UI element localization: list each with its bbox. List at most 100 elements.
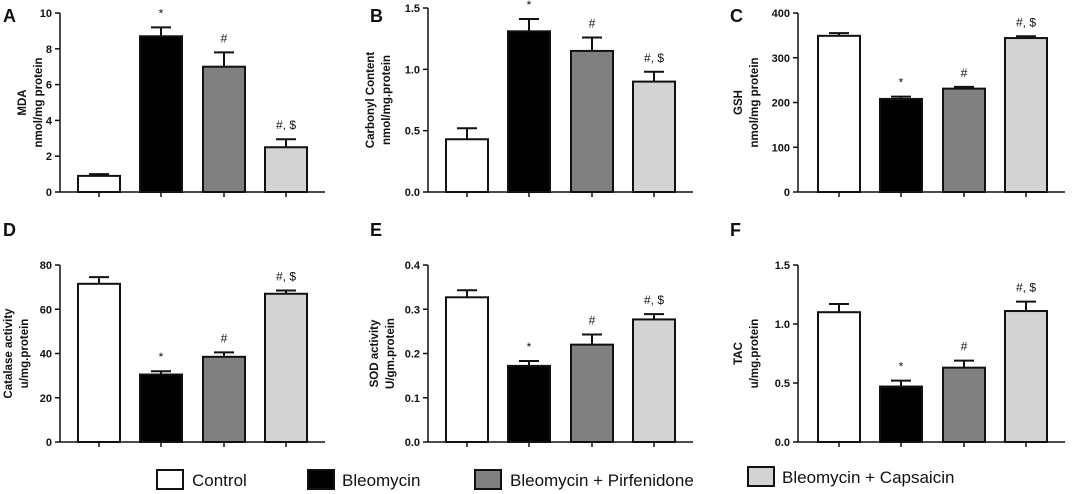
y-tick-label: 0.5 <box>405 126 420 138</box>
y-axis-label: MDA <box>17 89 29 115</box>
bar-1 <box>77 282 121 443</box>
significance-mark: * <box>159 350 164 364</box>
y-tick-label: 4 <box>46 115 53 127</box>
bar-4 <box>264 292 308 444</box>
significance-mark: # <box>221 331 228 345</box>
panel-label: B <box>370 6 383 26</box>
bar-2 <box>879 385 923 444</box>
legend-swatch <box>156 469 184 490</box>
panel-label: A <box>3 6 16 26</box>
panel-label: F <box>730 220 741 240</box>
y-tick-label: 6 <box>46 80 52 92</box>
chart-panel-c: C GSH nmol/mg protein 0 100 200 300 400 * # #, $ <box>730 6 1065 199</box>
y-tick-label: 400 <box>772 8 790 20</box>
y-tick-label: 1.5 <box>775 260 790 272</box>
significance-mark: #, $ <box>276 269 296 283</box>
significance-mark: * <box>527 0 532 12</box>
y-tick-label: 100 <box>772 142 790 154</box>
significance-mark: #, $ <box>644 293 664 307</box>
bar-3 <box>202 355 246 444</box>
y-tick-label: 40 <box>40 349 52 361</box>
bar-3 <box>570 343 614 443</box>
y-tick-label: 60 <box>40 304 52 316</box>
y-tick-label: 0 <box>46 437 52 449</box>
bar-2 <box>139 373 183 443</box>
significance-mark: # <box>589 16 596 30</box>
y-tick-label: 0.1 <box>405 393 420 405</box>
chart-panels: A MDA nmol/mg protein 0 2 4 6 8 10 * # #, $ B Carbony… <box>3 0 1065 449</box>
y-tick-label: 0.2 <box>405 349 420 361</box>
legend-item-4: Bleomycin + Capsaicin <box>747 466 954 487</box>
bar-1 <box>445 138 489 193</box>
legend-label: Bleomycin + Pirfenidone <box>510 471 694 490</box>
bar-3 <box>202 65 246 193</box>
y-axis-label: Catalase activity <box>3 308 15 399</box>
bar-1 <box>817 311 861 444</box>
bar-3 <box>570 49 614 193</box>
bar-4 <box>1004 310 1048 443</box>
bar-2 <box>879 97 923 193</box>
bar-1 <box>445 296 489 443</box>
legend-label: Bleomycin <box>342 471 420 490</box>
y-tick-label: 1.0 <box>775 319 790 331</box>
y-tick-label: 0.0 <box>775 437 790 449</box>
panel-label: D <box>3 220 16 240</box>
legend-item-1: Control <box>156 469 247 490</box>
y-tick-label: 20 <box>40 393 52 405</box>
bar-2 <box>507 30 551 193</box>
significance-mark: #, $ <box>276 118 296 132</box>
panel-label: E <box>370 220 382 240</box>
y-tick-label: 0.4 <box>405 260 421 272</box>
y-axis-label: GSH <box>733 90 745 115</box>
legend: Control Bleomycin Bleomycin + Pirfenidone B… <box>156 466 954 490</box>
y-tick-label: 8 <box>46 44 52 56</box>
bar-2 <box>139 35 183 193</box>
significance-mark: # <box>961 340 968 354</box>
y-axis-unit-label: nmol/mg.protein <box>381 55 393 145</box>
legend-item-3: Bleomycin + Pirfenidone <box>474 469 694 490</box>
y-axis-unit-label: U/gm.protein <box>385 318 397 389</box>
significance-mark: # <box>589 313 596 327</box>
y-tick-label: 0.5 <box>775 378 790 390</box>
y-tick-label: 80 <box>40 260 52 272</box>
chart-panel-d: D Catalase activity u/mg.protein 0 20 40 60 80 *… <box>3 220 325 449</box>
bar-4 <box>264 146 308 193</box>
legend-swatch <box>474 469 502 490</box>
y-axis-unit-label: nmol/mg protein <box>33 57 45 147</box>
significance-mark: * <box>899 360 904 374</box>
y-axis-label: SOD activity <box>369 319 381 387</box>
significance-mark: #, $ <box>644 51 664 65</box>
legend-label: Control <box>192 471 247 490</box>
legend-swatch <box>307 469 335 490</box>
y-tick-label: 1.5 <box>405 3 420 15</box>
legend-item-2: Bleomycin <box>307 469 420 490</box>
y-tick-label: 0.3 <box>405 304 420 316</box>
bar-1 <box>817 34 861 194</box>
y-axis-label: Carbonyl Content <box>365 52 377 149</box>
chart-panel-f: F TAC u/mg.protein 0.0 0.5 1.0 1.5 * # #, $ <box>730 220 1065 449</box>
bar-3 <box>942 366 986 443</box>
chart-panel-a: A MDA nmol/mg protein 0 2 4 6 8 10 * # #, $ <box>3 6 325 199</box>
y-axis-unit-label: u/mg.protein <box>749 319 761 389</box>
significance-mark: #, $ <box>1016 15 1036 29</box>
bar-4 <box>632 318 676 443</box>
significance-mark: # <box>961 66 968 80</box>
significance-mark: * <box>899 76 904 90</box>
y-axis-label: TAC <box>733 342 745 365</box>
bar-2 <box>507 364 551 444</box>
chart-panel-e: E SOD activity U/gm.protein 0.0 0.1 0.2 0.3 0.4… <box>369 220 693 449</box>
y-tick-label: 200 <box>772 98 790 110</box>
bar-1 <box>77 174 121 193</box>
bar-3 <box>942 87 986 193</box>
y-tick-label: 2 <box>46 151 52 163</box>
significance-mark: * <box>527 340 532 354</box>
y-tick-label: 0.0 <box>405 437 420 449</box>
y-axis-unit-label: nmol/mg protein <box>749 57 761 147</box>
bar-4 <box>1004 37 1048 194</box>
y-tick-label: 0.0 <box>405 187 420 199</box>
bar-4 <box>632 80 676 193</box>
y-tick-label: 1.0 <box>405 64 420 76</box>
y-tick-label: 10 <box>40 8 52 20</box>
y-tick-label: 0 <box>784 187 790 199</box>
